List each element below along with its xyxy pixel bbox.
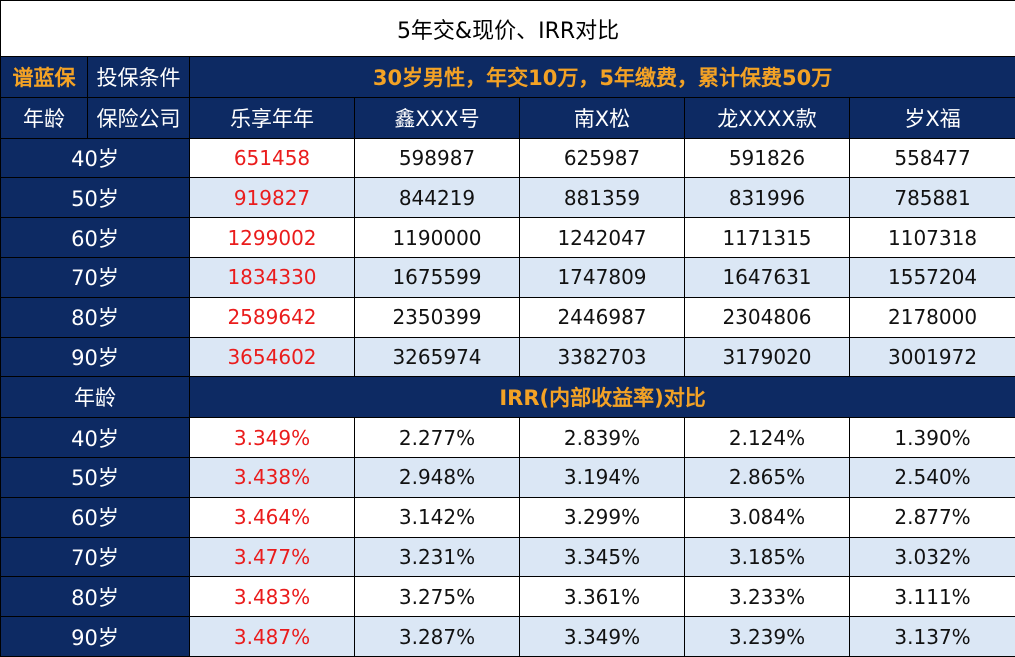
irr-cell: 3.487% bbox=[189, 616, 355, 657]
value-cell: 2350399 bbox=[354, 296, 520, 338]
irr-age-header: 年龄 bbox=[0, 376, 190, 419]
age-cell: 80岁 bbox=[0, 576, 190, 618]
value-cell: 591826 bbox=[684, 137, 850, 179]
irr-cell: 3.239% bbox=[684, 616, 850, 657]
irr-cell: 2.839% bbox=[519, 417, 685, 458]
irr-cell: 3.483% bbox=[189, 576, 355, 618]
irr-cell: 3.111% bbox=[848, 576, 1015, 618]
condition-text: 30岁男性，年交10万，5年缴费，累计保费50万 bbox=[188, 56, 1015, 98]
product-header: 南X松 bbox=[519, 96, 685, 139]
value-cell: 3179020 bbox=[684, 336, 850, 378]
irr-cell: 3.349% bbox=[519, 616, 685, 657]
table-title: 5年交&现价、IRR对比 bbox=[0, 0, 1015, 58]
irr-cell: 1.390% bbox=[848, 417, 1015, 458]
age-cell: 60岁 bbox=[0, 496, 190, 538]
value-cell: 1171315 bbox=[684, 217, 850, 259]
irr-cell: 3.299% bbox=[519, 496, 685, 538]
irr-cell: 3.032% bbox=[848, 536, 1015, 578]
irr-section-title: IRR(内部收益率)对比 bbox=[188, 376, 1015, 419]
irr-cell: 3.275% bbox=[354, 576, 520, 618]
value-cell: 2589642 bbox=[189, 296, 355, 338]
irr-cell: 2.277% bbox=[354, 417, 520, 458]
value-cell: 2178000 bbox=[848, 296, 1015, 338]
value-cell: 785881 bbox=[848, 177, 1015, 219]
value-cell: 2304806 bbox=[684, 296, 850, 338]
irr-cell: 3.231% bbox=[354, 536, 520, 578]
irr-cell: 2.877% bbox=[848, 496, 1015, 538]
value-cell: 598987 bbox=[354, 137, 520, 179]
irr-cell: 3.233% bbox=[684, 576, 850, 618]
value-cell: 1107318 bbox=[848, 217, 1015, 259]
value-cell: 831996 bbox=[684, 177, 850, 219]
value-cell: 1557204 bbox=[848, 257, 1015, 298]
value-cell: 3654602 bbox=[189, 336, 355, 378]
irr-cell: 2.865% bbox=[684, 456, 850, 498]
age-cell: 40岁 bbox=[0, 417, 190, 458]
irr-cell: 3.194% bbox=[519, 456, 685, 498]
value-cell: 3382703 bbox=[519, 336, 685, 378]
value-cell: 1675599 bbox=[354, 257, 520, 298]
brand-label: 谱蓝保 bbox=[0, 56, 88, 98]
value-cell: 2446987 bbox=[519, 296, 685, 338]
age-cell: 50岁 bbox=[0, 456, 190, 498]
irr-cell: 3.438% bbox=[189, 456, 355, 498]
value-cell: 919827 bbox=[189, 177, 355, 219]
product-header: 乐享年年 bbox=[189, 96, 355, 139]
value-cell: 1647631 bbox=[684, 257, 850, 298]
age-cell: 90岁 bbox=[0, 336, 190, 378]
condition-label: 投保条件 bbox=[87, 56, 190, 98]
product-header: 鑫XXX号 bbox=[354, 96, 520, 139]
irr-cell: 3.185% bbox=[684, 536, 850, 578]
irr-cell: 3.464% bbox=[189, 496, 355, 538]
company-header: 保险公司 bbox=[87, 96, 190, 139]
age-cell: 40岁 bbox=[0, 137, 190, 179]
irr-cell: 3.287% bbox=[354, 616, 520, 657]
value-cell: 881359 bbox=[519, 177, 685, 219]
value-cell: 1299002 bbox=[189, 217, 355, 259]
age-cell: 50岁 bbox=[0, 177, 190, 219]
irr-cell: 3.084% bbox=[684, 496, 850, 538]
value-cell: 651458 bbox=[189, 137, 355, 179]
age-header: 年龄 bbox=[0, 96, 88, 139]
irr-cell: 3.477% bbox=[189, 536, 355, 578]
value-cell: 3001972 bbox=[848, 336, 1015, 378]
value-cell: 1747809 bbox=[519, 257, 685, 298]
product-header: 岁X福 bbox=[848, 96, 1015, 139]
value-cell: 844219 bbox=[354, 177, 520, 219]
irr-cell: 3.345% bbox=[519, 536, 685, 578]
age-cell: 90岁 bbox=[0, 616, 190, 657]
irr-cell: 2.124% bbox=[684, 417, 850, 458]
value-cell: 3265974 bbox=[354, 336, 520, 378]
irr-cell: 3.361% bbox=[519, 576, 685, 618]
value-cell: 1834330 bbox=[189, 257, 355, 298]
irr-cell: 2.948% bbox=[354, 456, 520, 498]
irr-cell: 3.349% bbox=[189, 417, 355, 458]
value-cell: 625987 bbox=[519, 137, 685, 179]
age-cell: 80岁 bbox=[0, 296, 190, 338]
value-cell: 558477 bbox=[848, 137, 1015, 179]
age-cell: 70岁 bbox=[0, 257, 190, 298]
age-cell: 70岁 bbox=[0, 536, 190, 578]
product-header: 龙XXXX款 bbox=[684, 96, 850, 139]
age-cell: 60岁 bbox=[0, 217, 190, 259]
value-cell: 1242047 bbox=[519, 217, 685, 259]
value-cell: 1190000 bbox=[354, 217, 520, 259]
irr-cell: 3.137% bbox=[848, 616, 1015, 657]
irr-cell: 3.142% bbox=[354, 496, 520, 538]
irr-cell: 2.540% bbox=[848, 456, 1015, 498]
